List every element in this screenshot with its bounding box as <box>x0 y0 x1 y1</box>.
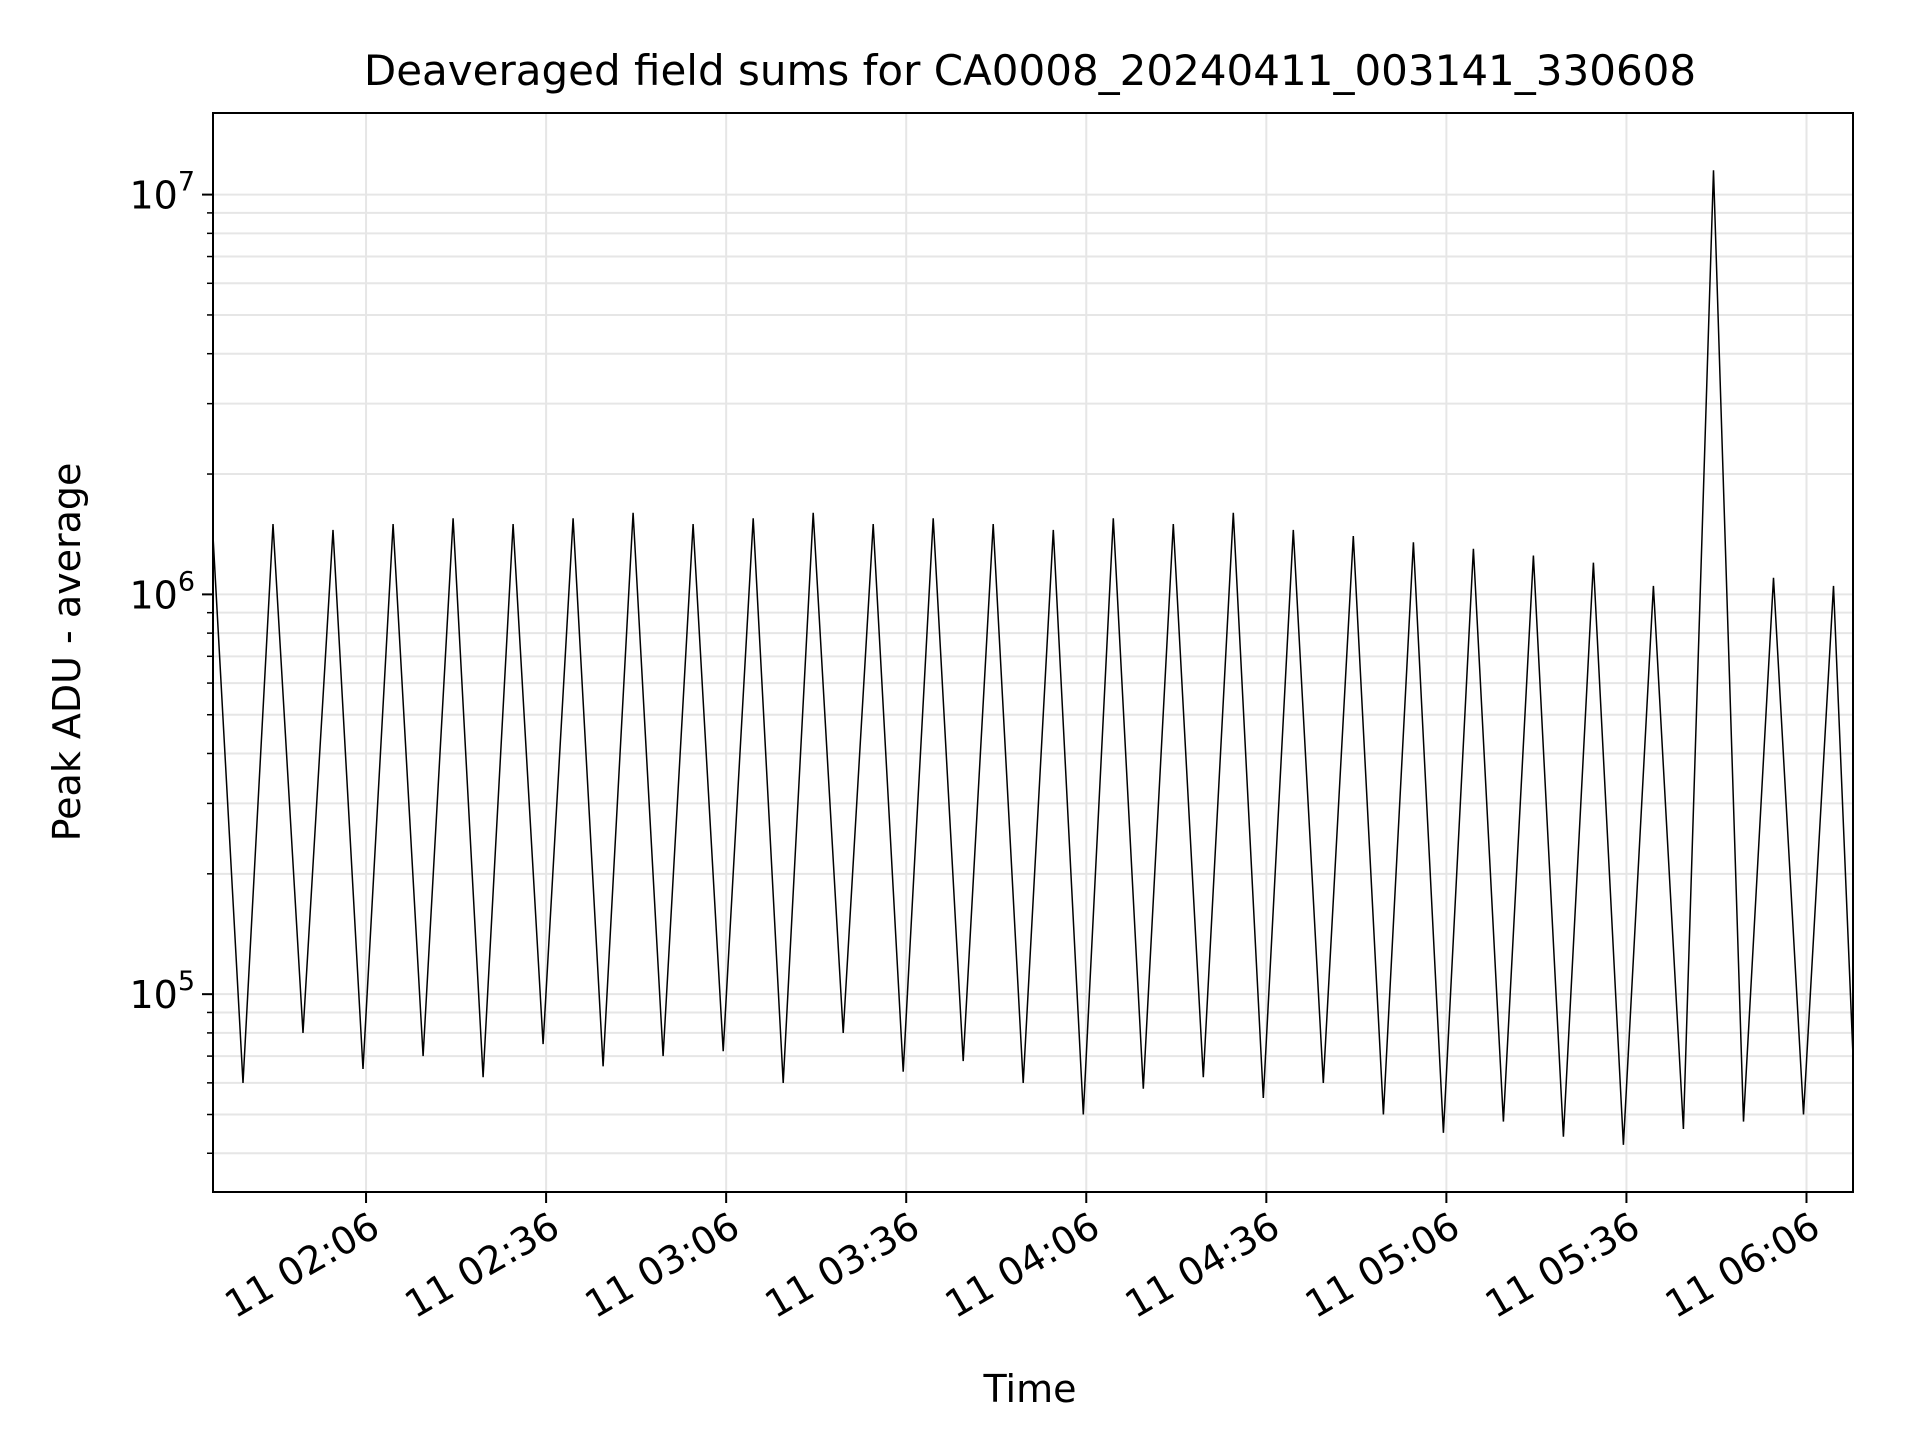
grid <box>213 113 1853 1192</box>
x-axis-label: Time <box>983 1367 1077 1411</box>
y-tick-label: 106 <box>129 566 195 617</box>
series-line <box>213 170 1853 1145</box>
chart-title: Deaveraged field sums for CA0008_2024041… <box>364 46 1696 95</box>
series-layer <box>213 170 1853 1145</box>
plot-area <box>213 170 1853 1145</box>
plot-frame <box>212 112 1854 1193</box>
y-axis-label: Peak ADU - average <box>45 463 89 842</box>
y-axis: 105 106 107 <box>129 167 213 1155</box>
y-tick-label: 105 <box>129 966 195 1017</box>
y-tick-label: 107 <box>129 167 195 218</box>
